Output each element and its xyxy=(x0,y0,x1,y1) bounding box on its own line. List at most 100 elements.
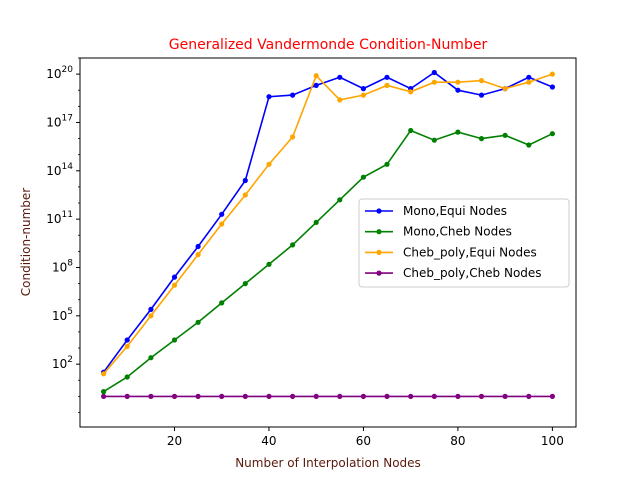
data-point xyxy=(219,211,225,217)
legend-marker xyxy=(376,270,382,276)
data-point xyxy=(478,92,485,98)
data-point xyxy=(266,261,272,267)
data-point xyxy=(455,87,461,93)
y-tick-label: 1011 xyxy=(46,210,73,226)
data-point xyxy=(124,343,130,349)
y-tick-label: 1017 xyxy=(46,113,73,129)
data-point xyxy=(549,131,556,137)
data-point xyxy=(266,161,272,167)
data-point xyxy=(148,393,154,399)
data-point xyxy=(431,69,437,76)
data-point xyxy=(360,174,366,180)
data-point xyxy=(360,393,366,399)
series-line-1 xyxy=(102,71,553,373)
data-point xyxy=(478,78,485,84)
chart-title: Generalized Vandermonde Condition-Number xyxy=(169,37,488,53)
data-point xyxy=(219,393,225,399)
data-point xyxy=(219,221,225,227)
data-point xyxy=(526,79,532,85)
data-point xyxy=(171,337,178,343)
y-tick-label: 1014 xyxy=(46,162,73,178)
series-line-3 xyxy=(102,73,553,375)
data-point xyxy=(526,142,532,148)
data-point xyxy=(242,177,248,184)
data-point xyxy=(502,132,508,138)
legend-label: Mono,Cheb Nodes xyxy=(403,225,512,239)
data-point xyxy=(408,89,414,95)
data-point xyxy=(455,393,461,399)
data-point xyxy=(337,74,343,80)
data-point xyxy=(384,393,390,399)
data-point xyxy=(384,82,390,88)
data-point xyxy=(101,389,107,395)
legend-marker xyxy=(376,229,382,235)
data-point xyxy=(431,79,437,85)
x-axis-label: Number of Interpolation Nodes xyxy=(235,456,421,470)
data-point xyxy=(408,127,414,134)
legend-label: Mono,Equi Nodes xyxy=(403,204,507,218)
data-point xyxy=(408,393,414,399)
data-point xyxy=(313,73,319,79)
legend-marker xyxy=(376,208,382,214)
y-axis-label: Condition-number xyxy=(19,188,33,296)
data-point xyxy=(242,393,248,399)
data-point xyxy=(337,97,343,103)
data-point xyxy=(384,74,390,80)
data-point xyxy=(313,82,319,88)
data-point xyxy=(313,219,319,225)
data-point xyxy=(195,319,201,325)
x-tick-label: 60 xyxy=(356,434,371,448)
data-point xyxy=(313,393,319,399)
data-point xyxy=(101,371,107,377)
data-point xyxy=(219,300,225,306)
data-point xyxy=(360,92,366,98)
legend-marker xyxy=(376,249,382,255)
data-point xyxy=(266,393,272,399)
x-tick-label: 80 xyxy=(450,434,465,448)
data-point xyxy=(549,84,556,90)
data-point xyxy=(549,71,556,77)
data-point xyxy=(502,86,508,92)
legend-box xyxy=(358,198,570,288)
x-tick-label: 100 xyxy=(541,434,564,448)
legend-label: Cheb_poly,Equi Nodes xyxy=(403,245,537,259)
y-tick-label: 1020 xyxy=(46,65,73,81)
data-point xyxy=(384,161,390,167)
data-point xyxy=(148,313,154,319)
legend-label: Cheb_poly,Cheb Nodes xyxy=(403,266,542,280)
legend: Mono,Equi Nodes Mono,Cheb Nodes Cheb_poly,… xyxy=(358,198,570,288)
data-point xyxy=(290,242,296,248)
data-point xyxy=(242,192,248,198)
data-point xyxy=(290,393,296,399)
data-point xyxy=(526,74,532,80)
data-point xyxy=(195,393,201,399)
x-tick-label: 40 xyxy=(261,434,276,448)
data-point xyxy=(171,282,178,288)
data-point xyxy=(549,393,556,399)
data-point xyxy=(431,393,437,399)
data-point xyxy=(478,393,485,399)
data-point xyxy=(242,281,248,287)
data-point xyxy=(290,92,296,98)
data-point xyxy=(455,129,461,135)
data-point xyxy=(124,374,130,380)
data-point xyxy=(124,393,130,399)
data-point xyxy=(148,306,154,312)
data-point xyxy=(337,393,343,399)
y-tick-label: 102 xyxy=(52,355,73,371)
data-point xyxy=(195,252,201,258)
data-point xyxy=(431,137,437,143)
data-point xyxy=(360,86,366,92)
y-tick-label: 105 xyxy=(52,307,73,323)
data-point xyxy=(171,393,178,399)
data-point xyxy=(195,243,201,250)
data-point xyxy=(478,136,485,142)
data-point xyxy=(101,393,107,399)
series-line-2 xyxy=(103,129,553,393)
data-point xyxy=(171,274,178,280)
data-point xyxy=(502,393,508,399)
data-point xyxy=(266,94,272,100)
plot-frame xyxy=(79,57,577,428)
data-point xyxy=(526,393,532,399)
